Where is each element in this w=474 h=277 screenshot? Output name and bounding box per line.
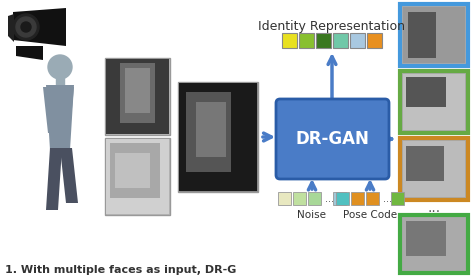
Bar xyxy=(400,138,468,200)
Circle shape xyxy=(48,55,72,79)
Polygon shape xyxy=(46,148,62,210)
Bar xyxy=(308,192,321,205)
Bar xyxy=(110,143,160,198)
Bar xyxy=(367,33,382,48)
Bar xyxy=(406,146,444,181)
Bar xyxy=(400,71,468,133)
Polygon shape xyxy=(43,87,57,133)
Text: 1. With multiple faces as input, DR-G: 1. With multiple faces as input, DR-G xyxy=(5,265,237,275)
Bar xyxy=(403,218,465,270)
Bar xyxy=(282,33,297,48)
Bar xyxy=(336,192,349,205)
Bar xyxy=(366,192,379,205)
Text: ...: ... xyxy=(383,194,392,204)
Bar xyxy=(179,83,257,191)
Bar xyxy=(316,33,331,48)
Bar xyxy=(403,7,465,63)
Bar xyxy=(178,82,258,192)
Bar xyxy=(106,139,169,214)
Polygon shape xyxy=(16,46,43,60)
Circle shape xyxy=(13,14,39,40)
Bar xyxy=(400,4,468,66)
Bar xyxy=(56,77,64,85)
Bar xyxy=(278,192,291,205)
Bar xyxy=(400,215,468,273)
Bar xyxy=(408,12,436,58)
Bar xyxy=(299,33,314,48)
Bar xyxy=(333,192,346,205)
Bar xyxy=(105,58,170,135)
Text: Identity Representation: Identity Representation xyxy=(258,20,405,33)
Polygon shape xyxy=(60,148,78,203)
Circle shape xyxy=(21,22,31,32)
Polygon shape xyxy=(46,85,74,150)
Polygon shape xyxy=(60,87,74,130)
Bar xyxy=(125,68,150,113)
Polygon shape xyxy=(8,14,14,42)
Bar xyxy=(391,192,404,205)
Bar xyxy=(115,153,150,188)
Bar xyxy=(293,192,306,205)
Text: ...: ... xyxy=(428,201,440,215)
Bar xyxy=(350,33,365,48)
Bar xyxy=(351,192,364,205)
Bar xyxy=(105,138,170,215)
Text: DR-GAN: DR-GAN xyxy=(296,130,369,148)
Text: ...: ... xyxy=(325,194,334,204)
Text: Noise: Noise xyxy=(298,210,327,220)
FancyBboxPatch shape xyxy=(276,99,389,179)
Text: Pose Code: Pose Code xyxy=(343,210,397,220)
Polygon shape xyxy=(13,8,66,46)
Bar xyxy=(406,221,446,256)
Bar xyxy=(406,77,446,107)
Bar xyxy=(106,59,169,134)
Bar xyxy=(120,63,155,123)
Bar xyxy=(403,141,465,197)
Bar xyxy=(186,92,231,172)
Bar xyxy=(333,33,348,48)
Bar xyxy=(196,102,226,157)
Bar xyxy=(403,74,465,130)
Circle shape xyxy=(16,17,36,37)
